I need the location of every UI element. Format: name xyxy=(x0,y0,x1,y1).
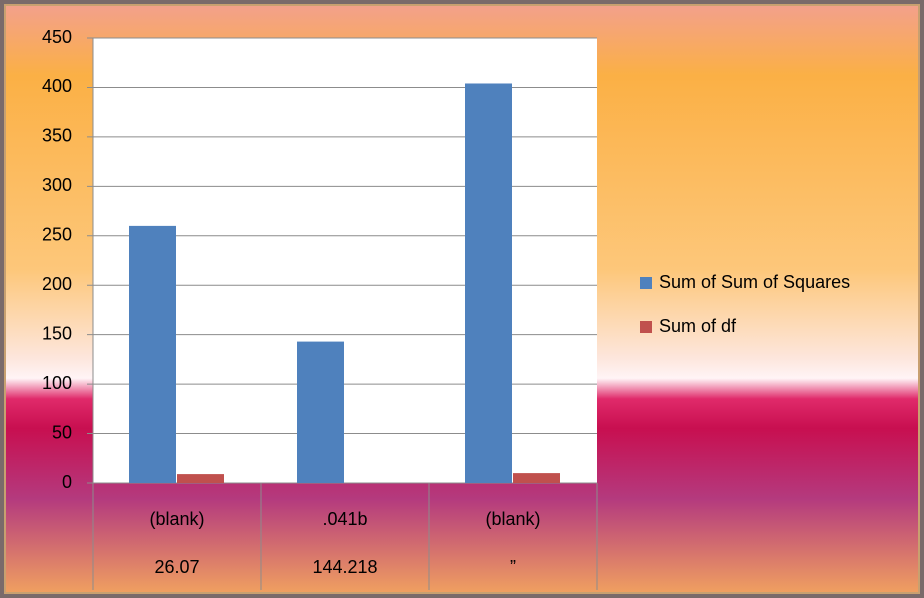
plot-area xyxy=(93,38,597,483)
y-tick-label: 50 xyxy=(52,422,72,442)
bar xyxy=(513,473,560,483)
legend-label: Sum of df xyxy=(659,316,737,336)
bar xyxy=(177,474,224,483)
x-tick-label-level2: 144.218 xyxy=(312,557,377,577)
y-tick-label: 300 xyxy=(42,175,72,195)
bar xyxy=(465,83,512,483)
x-tick-label: (blank) xyxy=(485,509,540,529)
bar xyxy=(129,225,176,483)
x-tick-label-level2: 26.07 xyxy=(154,557,199,577)
bar xyxy=(297,341,344,483)
y-tick-label: 0 xyxy=(62,472,72,492)
x-tick-label: .041b xyxy=(322,509,367,529)
y-tick-label: 200 xyxy=(42,274,72,294)
y-tick-label: 150 xyxy=(42,323,72,343)
y-tick-label: 250 xyxy=(42,225,72,245)
y-tick-label: 450 xyxy=(42,27,72,47)
x-tick-label-level2: ” xyxy=(510,557,516,577)
y-tick-label: 400 xyxy=(42,76,72,96)
legend-swatch xyxy=(640,277,652,289)
legend-swatch xyxy=(640,321,652,333)
x-tick-label: (blank) xyxy=(149,509,204,529)
y-tick-label: 100 xyxy=(42,373,72,393)
y-tick-label: 350 xyxy=(42,126,72,146)
legend-label: Sum of Sum of Squares xyxy=(659,272,850,292)
